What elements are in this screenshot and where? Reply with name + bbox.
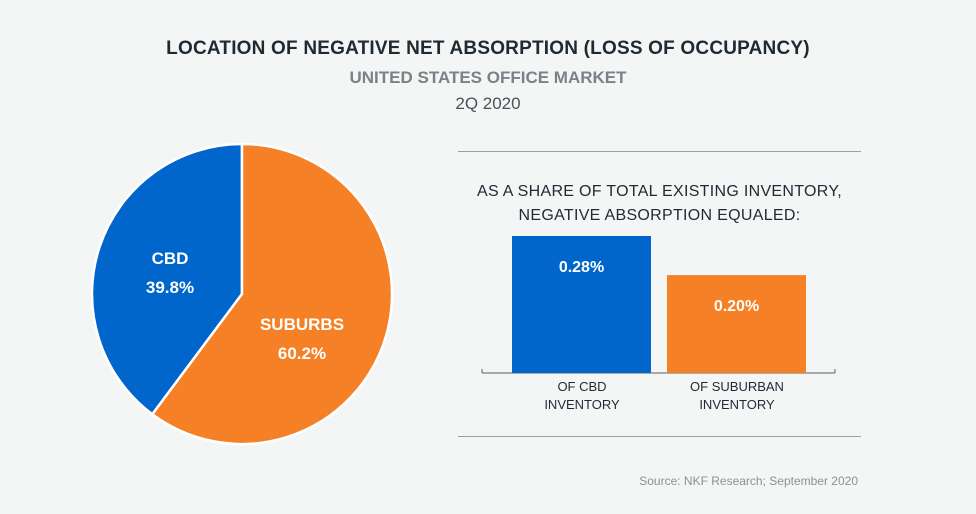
top-divider [458, 151, 861, 152]
chart-title: LOCATION OF NEGATIVE NET ABSORPTION (LOS… [166, 38, 810, 59]
pie-value-cbd: 39.8% [146, 278, 194, 297]
pie-slice-suburbs [150, 142, 394, 446]
bar-heading-line-2: NEGATIVE ABSORPTION EQUALED: [518, 207, 801, 224]
cat-cbd-line-2: INVENTORY [544, 397, 620, 412]
cat-suburban-line-1: OF SUBURBAN [690, 379, 784, 394]
cat-suburban-line-2: INVENTORY [699, 397, 775, 412]
source-note: Source: NKF Research; September 2020 [639, 474, 858, 488]
cat-cbd-line-1: OF CBD [557, 379, 607, 394]
pie-chart: CBD 39.8% SUBURBS 60.2% [90, 142, 394, 446]
pie-label-suburbs: SUBURBS [260, 315, 344, 334]
bar-value-label-1: 0.20% [714, 298, 759, 315]
bar-1 [667, 275, 806, 373]
bar-category-suburban: OF SUBURBAN INVENTORY [657, 378, 817, 414]
pie-label-cbd: CBD [152, 249, 189, 268]
bottom-divider [458, 436, 861, 437]
pie-slice-cbd [90, 142, 244, 416]
bar-0 [512, 236, 651, 373]
bar-value-label-0: 0.28% [559, 259, 604, 276]
bar-chart-heading: AS A SHARE OF TOTAL EXISTING INVENTORY, … [458, 180, 861, 228]
chart-period: 2Q 2020 [455, 94, 521, 113]
bar-heading-line-1: AS A SHARE OF TOTAL EXISTING INVENTORY, [477, 183, 842, 200]
pie-value-suburbs: 60.2% [278, 344, 326, 363]
bar-category-cbd: OF CBD INVENTORY [502, 378, 662, 414]
bar-chart: 0.28% 0.20% [481, 236, 836, 374]
chart-subtitle: UNITED STATES OFFICE MARKET [349, 68, 627, 87]
